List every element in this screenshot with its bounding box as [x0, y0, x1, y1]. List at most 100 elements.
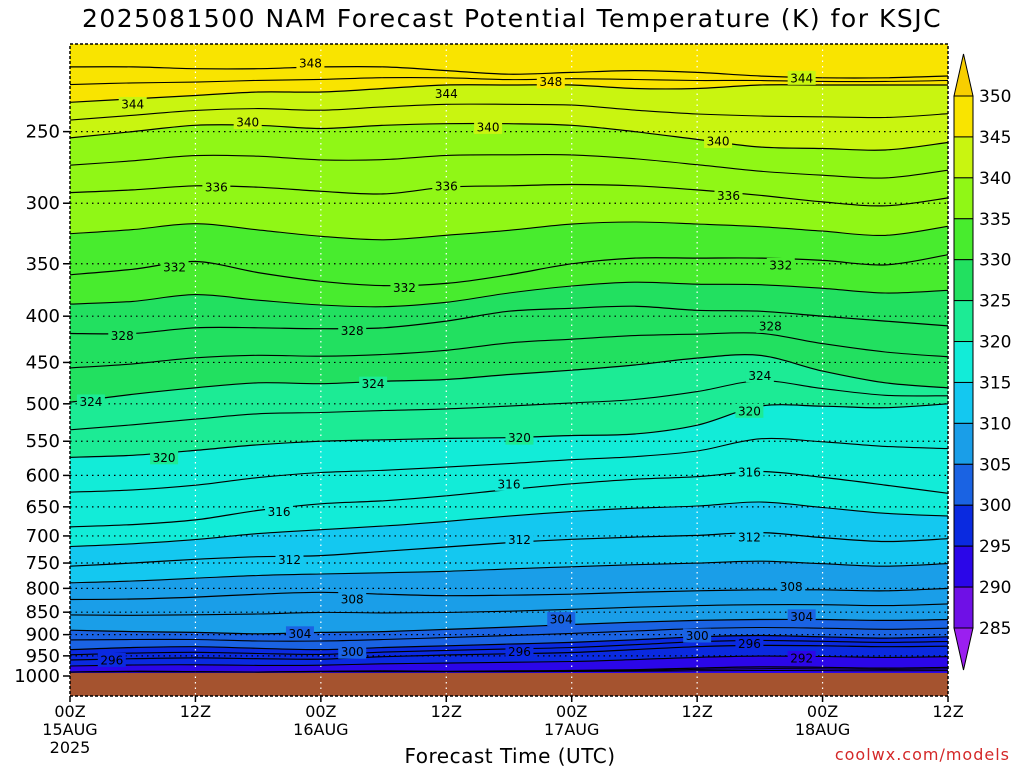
contour-label: 300 [686, 629, 709, 643]
contour-label: 332 [163, 261, 186, 275]
band-344-346 [70, 77, 948, 103]
contour-label-bg [714, 188, 743, 203]
contour-label-bg [390, 280, 419, 295]
contour-label: 324 [748, 369, 771, 383]
contour-label: 308 [780, 580, 803, 594]
colorbar-label: 350 [979, 87, 1011, 107]
x-tick-label: 00Z [556, 702, 587, 721]
contour-label-bg [735, 465, 764, 480]
contour-label-bg [505, 430, 534, 445]
band-342-344 [70, 84, 948, 121]
band-322-324 [70, 354, 948, 430]
contour-label-bg [202, 180, 231, 195]
colorbar-label: 290 [979, 578, 1011, 598]
y-axis: 2503003504004505005506006507007508008509… [14, 122, 70, 687]
colorbar-label: 315 [979, 373, 1011, 393]
x-tick-label: 12Z [180, 702, 211, 721]
contour-label-bg [735, 636, 764, 651]
contour-label-bg [233, 115, 262, 130]
contour-label: 316 [268, 505, 291, 519]
y-tick-label: 450 [26, 352, 60, 373]
contour-label-bg [118, 96, 147, 111]
contour-label-bg [338, 592, 367, 607]
y-tick-label: 250 [26, 122, 60, 143]
contour-label: 320 [508, 431, 531, 445]
contour-label-bg [766, 257, 795, 272]
ground-layer [70, 673, 948, 696]
colorbar-band [953, 259, 974, 302]
band-292-294 [70, 656, 948, 673]
contour-label: 296 [100, 653, 123, 667]
contour-328 [70, 305, 948, 335]
contour-label: 320 [738, 404, 761, 418]
contour-label: 340 [477, 120, 500, 134]
contour-label: 292 [790, 651, 813, 665]
contour-label-bg [285, 626, 314, 641]
y-tick-label: 700 [26, 526, 60, 547]
contour-label-bg [505, 532, 534, 547]
contour-label: 344 [790, 71, 813, 85]
contour-label-bg [150, 450, 179, 465]
contour-338 [70, 153, 948, 179]
contour-344 [70, 84, 948, 103]
y-tick-label: 850 [26, 602, 60, 623]
contour-label-bg [756, 318, 785, 333]
contour-332 [70, 254, 948, 287]
y-tick-label: 400 [26, 306, 60, 327]
band-above-348 [70, 44, 948, 79]
contour-label-bg [76, 394, 105, 409]
contour-302 [70, 626, 948, 642]
contour-318 [70, 437, 948, 493]
y-tick-label: 1000 [14, 666, 60, 687]
contour-label: 348 [539, 75, 562, 89]
y-tick-label: 950 [26, 646, 60, 667]
filled-contours [70, 44, 948, 676]
contour-label: 316 [498, 477, 521, 491]
contour-label: 332 [769, 258, 792, 272]
contour-label-bg [265, 504, 294, 519]
contour-label: 324 [79, 395, 102, 409]
contour-326 [70, 332, 948, 369]
contour-334 [70, 221, 948, 241]
contour-labels: 348 348 344 344 344 340 340 340 336 336 336 332 332 3… [76, 56, 816, 667]
contour-label-bg [495, 476, 523, 491]
contour-label-bg [275, 552, 304, 567]
colorbar-band [953, 218, 974, 261]
contour-314 [70, 501, 948, 548]
contour-300 [70, 634, 948, 651]
contour-label-bg [547, 612, 576, 627]
contour-label-bg [735, 530, 764, 545]
colorbar-band [953, 177, 974, 220]
x-tick-label: 2025 [50, 738, 91, 757]
contour-label-bg [474, 119, 503, 134]
colorbar-label: 295 [979, 537, 1011, 557]
contour-label: 332 [393, 281, 416, 295]
band-306-308 [70, 588, 948, 616]
contour-label: 328 [759, 319, 782, 333]
contour-322 [70, 380, 948, 431]
x-tick-label: 15AUG [42, 720, 97, 739]
contour-label-bg [536, 74, 565, 89]
contour-label-bg [108, 328, 137, 343]
contour-label: 336 [205, 181, 228, 195]
contour-340 [70, 122, 948, 151]
contour-310 [70, 560, 948, 584]
contour-label: 320 [153, 451, 176, 465]
chart-title: 2025081500 NAM Forecast Potential Temper… [81, 4, 943, 33]
band-314-316 [70, 471, 948, 547]
contour-label-bg [704, 133, 733, 148]
colorbar-label: 310 [979, 414, 1011, 434]
band-332-334 [70, 221, 948, 286]
colorbar-band [953, 463, 974, 506]
band-336-338 [70, 154, 948, 206]
band-320-322 [70, 380, 948, 458]
band-300-302 [70, 627, 948, 650]
contour-label-bg [735, 403, 764, 418]
x-tick-label: 00Z [305, 702, 336, 721]
colorbar-band [953, 586, 974, 629]
colorbar-label: 305 [979, 455, 1011, 475]
contour-label: 316 [738, 466, 761, 480]
colorbar-label: 300 [979, 496, 1011, 516]
